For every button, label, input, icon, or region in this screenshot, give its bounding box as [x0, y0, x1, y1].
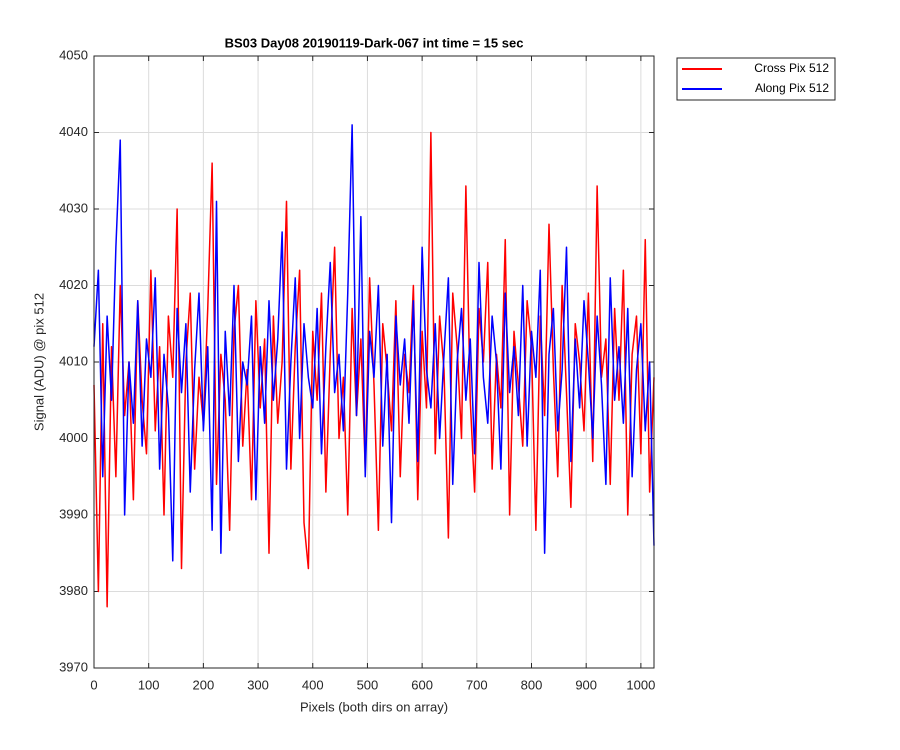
x-tick-label: 900 — [575, 677, 597, 692]
y-axis-label: Signal (ADU) @ pix 512 — [31, 293, 46, 431]
chart-title: BS03 Day08 20190119-Dark-067 int time = … — [225, 35, 524, 50]
data-line — [93, 124, 655, 562]
y-tick-label: 4030 — [59, 200, 88, 215]
x-tick-label: 300 — [247, 677, 269, 692]
x-tick-label: 500 — [357, 677, 379, 692]
x-tick-label: 800 — [521, 677, 543, 692]
legend-label: Along Pix 512 — [755, 81, 829, 95]
x-tick-label: 400 — [302, 677, 324, 692]
x-tick-label: 700 — [466, 677, 488, 692]
y-tick-label: 4040 — [59, 124, 88, 139]
legend-label: Cross Pix 512 — [754, 61, 829, 75]
y-tick-label: 4010 — [59, 353, 88, 368]
x-axis-label: Pixels (both dirs on array) — [300, 699, 448, 714]
x-tick-label: 1000 — [626, 677, 655, 692]
x-tick-label: 600 — [411, 677, 433, 692]
x-tick-label: 0 — [90, 677, 97, 692]
legend-box — [676, 57, 836, 101]
data-line — [93, 131, 655, 608]
y-tick-label: 4020 — [59, 277, 88, 292]
x-tick-label: 200 — [193, 677, 215, 692]
y-tick-label: 3970 — [59, 659, 88, 674]
y-tick-label: 3980 — [59, 583, 88, 598]
y-tick-label: 4050 — [59, 47, 88, 62]
plot-frame — [93, 55, 655, 669]
y-tick-label: 3990 — [59, 506, 88, 521]
x-tick-label: 100 — [138, 677, 160, 692]
y-tick-label: 4000 — [59, 430, 88, 445]
